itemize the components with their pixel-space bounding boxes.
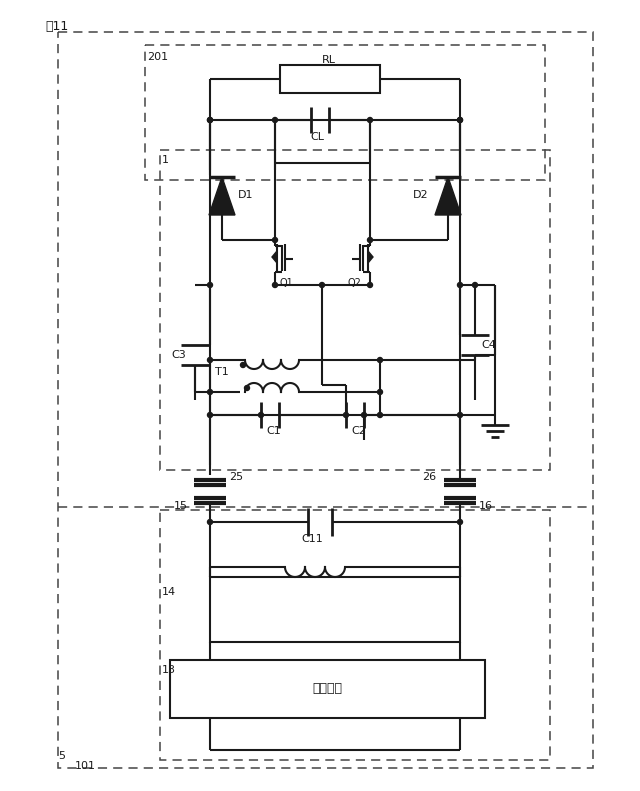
Circle shape (458, 520, 463, 524)
Text: 5: 5 (58, 751, 65, 761)
Text: T1: T1 (215, 367, 228, 377)
Circle shape (273, 237, 278, 243)
Text: CL: CL (310, 132, 324, 142)
Circle shape (241, 362, 246, 368)
Circle shape (367, 282, 372, 287)
Circle shape (259, 412, 264, 418)
Circle shape (472, 282, 477, 287)
Text: 101: 101 (75, 761, 96, 771)
Text: 15: 15 (174, 501, 188, 511)
Text: 13: 13 (162, 665, 176, 675)
Text: D1: D1 (238, 190, 253, 200)
Circle shape (458, 118, 463, 123)
Text: C4: C4 (481, 340, 496, 350)
Text: 電源回路: 電源回路 (312, 683, 342, 695)
Polygon shape (272, 251, 277, 263)
Text: 16: 16 (479, 501, 493, 511)
Bar (280, 65, 380, 93)
Bar (170, 660, 485, 718)
Bar (145, 45, 545, 180)
Polygon shape (435, 177, 461, 215)
Text: Q2: Q2 (348, 278, 362, 288)
Circle shape (207, 282, 212, 287)
Polygon shape (368, 251, 373, 263)
Circle shape (207, 118, 212, 123)
Circle shape (367, 118, 372, 123)
Circle shape (273, 282, 278, 287)
Circle shape (378, 358, 383, 362)
Bar (58, 32, 593, 768)
Circle shape (319, 282, 324, 287)
Circle shape (207, 389, 212, 395)
Circle shape (458, 118, 463, 123)
Text: 図11: 図11 (45, 20, 68, 33)
Circle shape (207, 118, 212, 123)
Circle shape (244, 385, 250, 391)
Circle shape (344, 412, 349, 418)
Text: D2: D2 (413, 190, 429, 200)
Polygon shape (209, 177, 235, 215)
Text: C11: C11 (301, 534, 323, 544)
Circle shape (367, 237, 372, 243)
Text: RL: RL (322, 55, 336, 65)
Bar (160, 150, 550, 470)
Circle shape (378, 389, 383, 395)
Circle shape (207, 412, 212, 418)
Text: 26: 26 (422, 472, 436, 482)
Text: 201: 201 (147, 52, 168, 62)
Circle shape (458, 282, 463, 287)
Text: 14: 14 (162, 587, 176, 597)
Circle shape (378, 412, 383, 418)
Text: 1: 1 (162, 155, 169, 165)
Text: C2: C2 (351, 426, 366, 436)
Text: Q1: Q1 (280, 278, 294, 288)
Text: C1: C1 (266, 426, 281, 436)
Bar (210, 577, 460, 642)
Circle shape (207, 358, 212, 362)
Circle shape (362, 412, 367, 418)
Circle shape (458, 412, 463, 418)
Circle shape (273, 118, 278, 123)
Circle shape (207, 520, 212, 524)
Text: C3: C3 (171, 350, 186, 360)
Bar (160, 510, 550, 760)
Text: 25: 25 (229, 472, 243, 482)
